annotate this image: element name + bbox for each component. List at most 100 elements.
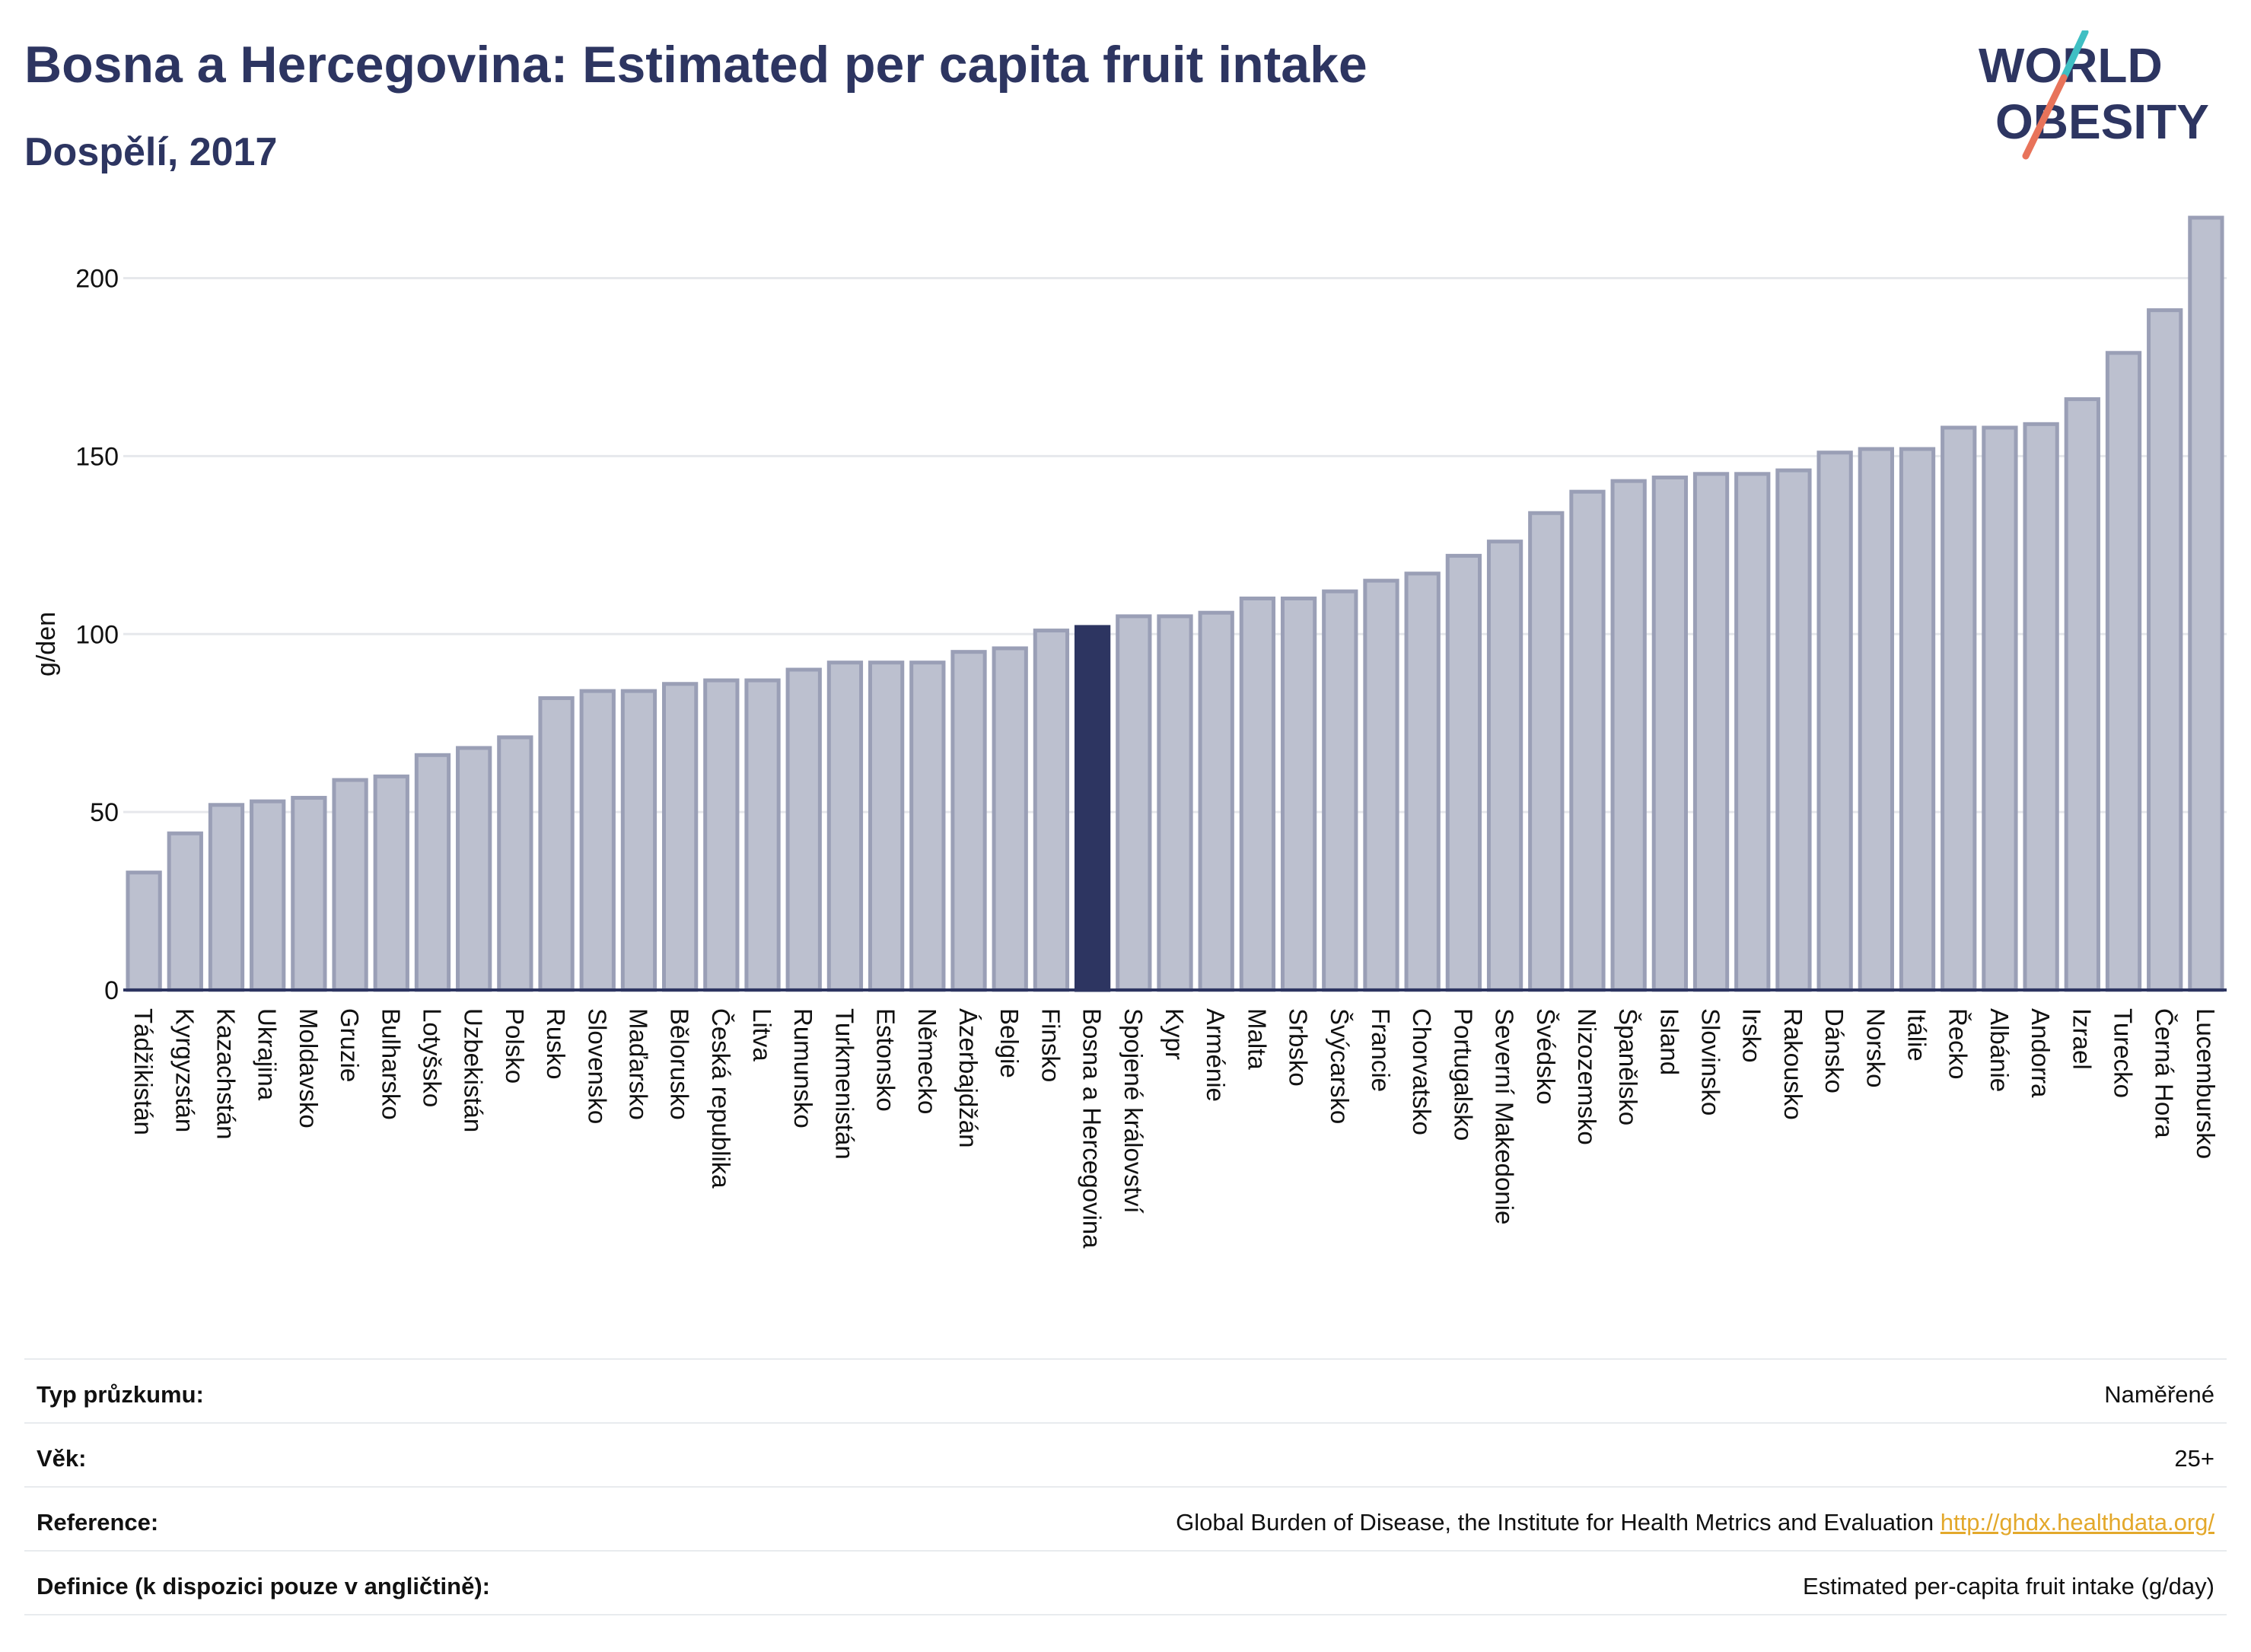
y-tick-label: 150 (75, 442, 119, 471)
bar (167, 831, 203, 992)
bar (291, 795, 327, 992)
x-tick-label: Polsko (501, 1008, 529, 1084)
reference-link[interactable]: http://ghdx.healthdata.org/ (1940, 1509, 2214, 1536)
x-tick-label: Chorvatsko (1408, 1008, 1436, 1135)
bar (1858, 447, 1894, 992)
bar (373, 774, 409, 992)
x-tick-label: Spojené království (1119, 1008, 1148, 1214)
x-tick-label: Kypr (1161, 1008, 1189, 1060)
bar (1982, 425, 2018, 992)
bar (1528, 511, 1565, 992)
bar (2105, 351, 2142, 992)
x-tick-label: Portugalsko (1449, 1008, 1477, 1141)
x-tick-label: Nizozemsko (1573, 1008, 1601, 1145)
x-tick-label: Severní Makedonie (1491, 1008, 1519, 1224)
x-tick-label: Litva (748, 1008, 776, 1062)
bar (1239, 597, 1276, 992)
bar (992, 646, 1028, 992)
meta-row-survey-type: Typ průzkumu: Naměřené (24, 1358, 2227, 1424)
x-tick-label: Turkmenistán (830, 1008, 858, 1160)
meta-key: Definice (k dispozici pouze v angličtině… (37, 1573, 490, 1599)
bar (332, 778, 368, 992)
x-tick-label: Andorra (2027, 1008, 2055, 1098)
bar-highlight (1074, 625, 1111, 992)
x-tick-label: Albánie (1985, 1008, 2014, 1092)
x-tick-label: Moldavsko (295, 1008, 323, 1128)
logo-slash-coral (2022, 74, 2068, 160)
meta-bottom-border (24, 1614, 2227, 1615)
bar (1033, 629, 1070, 992)
y-axis-label: g/den (32, 612, 61, 676)
x-tick-label: Srbsko (1285, 1008, 1313, 1087)
bar (1322, 589, 1358, 992)
chart-title: Bosna a Hercegovina: Estimated per capit… (24, 36, 1367, 94)
bar (1816, 450, 1853, 992)
x-tick-label: Česká republika (707, 1008, 735, 1189)
bar (1116, 614, 1152, 992)
x-tick-label: Bělorusko (666, 1008, 694, 1120)
bar (208, 803, 245, 992)
bar (250, 799, 286, 992)
bar (620, 689, 657, 992)
x-tick-label: Slovinsko (1697, 1008, 1725, 1116)
bar (1734, 472, 1771, 992)
bar (1404, 571, 1441, 992)
bar (1445, 553, 1482, 992)
bar (1198, 610, 1234, 992)
x-tick-label: Lucembursko (2192, 1008, 2220, 1159)
meta-key: Věk: (37, 1445, 87, 1472)
meta-row-definition: Definice (k dispozici pouze v angličtině… (24, 1550, 2227, 1615)
bar (1157, 614, 1193, 992)
x-tick-label: Turecko (2109, 1008, 2138, 1098)
bar (785, 667, 822, 992)
meta-key: Reference: (37, 1509, 159, 1536)
bar (2188, 215, 2224, 992)
bar (662, 682, 699, 992)
bar (950, 650, 987, 992)
x-tick-label: Irsko (1738, 1008, 1766, 1063)
meta-value: Estimated per-capita fruit intake (g/day… (1802, 1573, 2214, 1599)
bar (126, 871, 162, 992)
x-tick-label: Kyrgyzstán (170, 1008, 199, 1132)
y-tick-label: 100 (75, 620, 119, 649)
bar (2147, 308, 2183, 992)
bar (2064, 397, 2100, 992)
bar (538, 695, 575, 992)
x-tick-label: Rakousko (1779, 1008, 1807, 1120)
bars (126, 215, 2224, 992)
x-tick-label: Francie (1367, 1008, 1395, 1092)
x-tick-label: Tádžikistán (129, 1008, 158, 1135)
meta-key: Typ průzkumu: (37, 1381, 204, 1408)
bar (826, 660, 864, 992)
x-tick-label: Slovensko (583, 1008, 611, 1124)
x-tick-label: Rumunsko (789, 1008, 817, 1128)
x-tick-label: Belgie (995, 1008, 1024, 1078)
reference-text: Global Burden of Disease, the Institute … (1176, 1509, 1934, 1536)
x-tick-label: Itálie (1903, 1008, 1931, 1062)
x-tick-label: Lotyšsko (418, 1008, 446, 1107)
bar (1899, 447, 1936, 992)
world-obesity-logo: WORLD OBESITY (1979, 30, 2209, 160)
x-tick-label: Kazachstán (212, 1008, 240, 1139)
bar (456, 746, 492, 992)
bar (1692, 472, 1730, 992)
logo-slash-teal (2060, 30, 2089, 81)
x-tick-label: Uzbekistán (460, 1008, 488, 1132)
bar (1363, 578, 1399, 992)
x-tick-label: Gruzie (336, 1008, 364, 1082)
bar (1486, 540, 1523, 992)
x-tick-label: Španělsko (1614, 1008, 1642, 1125)
x-tick-label: Řecko (1944, 1008, 1972, 1080)
x-tick-label: Izrael (2068, 1008, 2096, 1070)
x-tick-label: Maďarsko (624, 1008, 652, 1120)
bar (868, 660, 905, 992)
x-tick-label: Německo (913, 1008, 941, 1114)
y-tick-label: 200 (75, 265, 119, 294)
x-tick-label: Ázerbajdžán (954, 1008, 982, 1147)
x-tick-label: Švýcarsko (1326, 1008, 1354, 1124)
x-tick-label: Estonsko (872, 1008, 900, 1112)
bar (1610, 479, 1647, 992)
bar (744, 678, 781, 992)
meta-value: Global Burden of Disease, the Institute … (1176, 1509, 2214, 1536)
x-tick-label: Bulharsko (377, 1008, 405, 1120)
